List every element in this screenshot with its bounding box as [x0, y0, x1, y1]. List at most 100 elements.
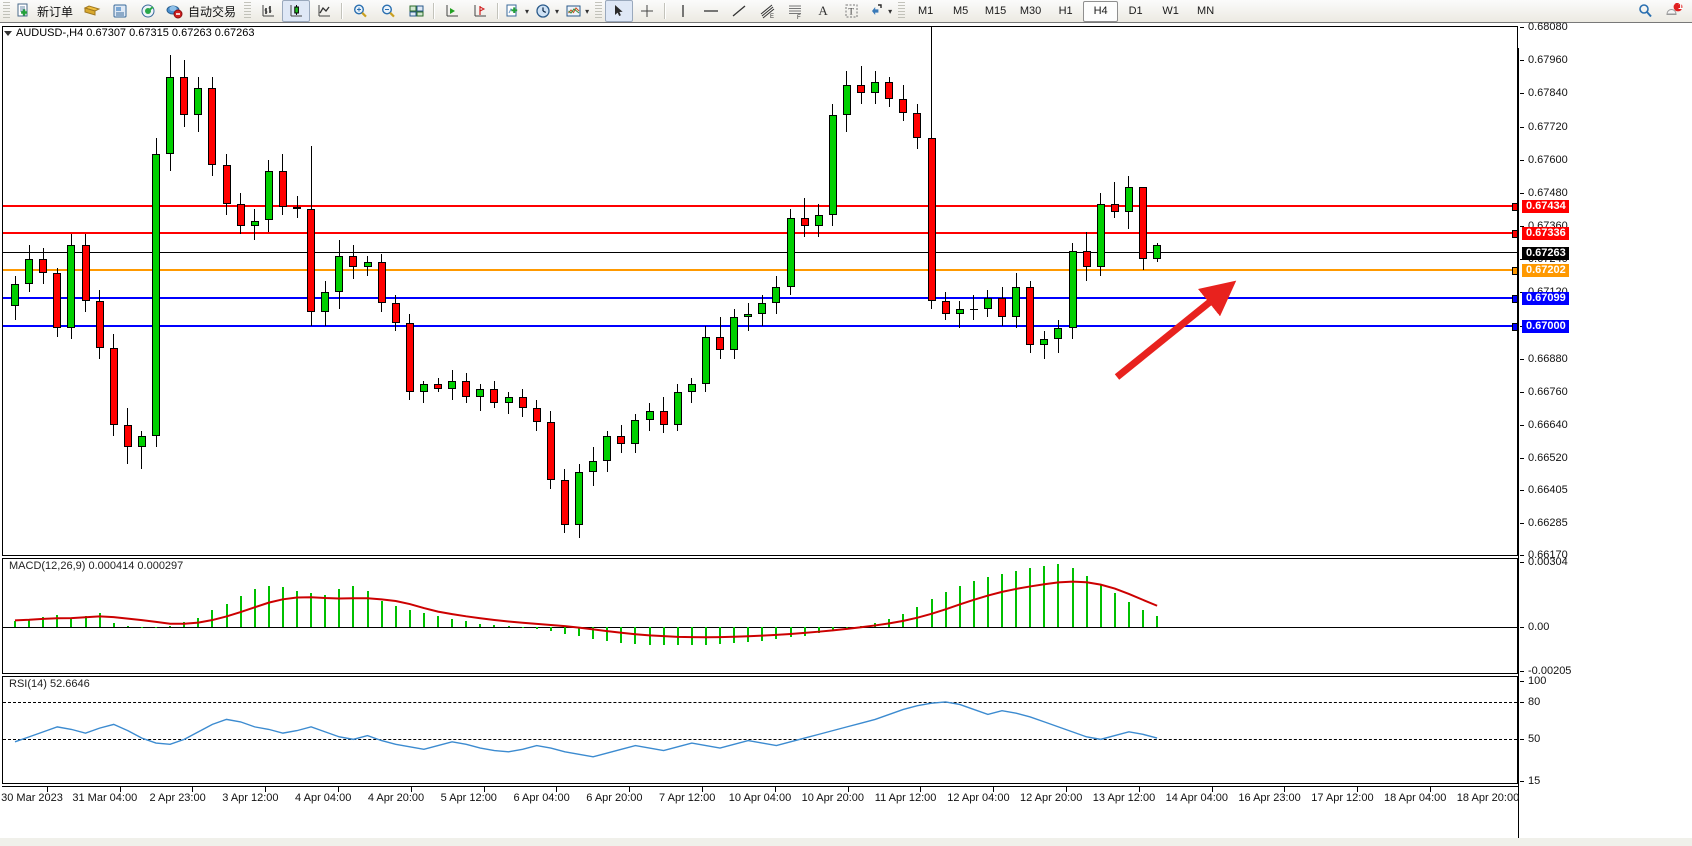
templates-button[interactable]: ▾ — [562, 0, 592, 22]
bar-chart-icon — [262, 5, 274, 17]
trendline-button[interactable] — [725, 0, 753, 22]
chevron-down-icon[interactable] — [4, 30, 12, 36]
period-button[interactable]: ▾ — [532, 0, 562, 22]
timeframe-button-m1[interactable]: M1 — [917, 5, 934, 17]
label-button[interactable]: T — [837, 0, 865, 22]
timeframe-button-d1[interactable]: D1 — [1128, 5, 1143, 17]
candlestick — [842, 27, 851, 555]
candlestick — [434, 27, 442, 555]
new-order-button[interactable]: 新订单 — [13, 0, 78, 22]
tile-windows-button[interactable] — [402, 0, 430, 22]
cursor-button[interactable] — [605, 0, 634, 22]
price-tag-pivot[interactable]: 0.67202 — [1522, 263, 1569, 277]
vline-button[interactable] — [669, 0, 697, 22]
candlestick — [293, 27, 301, 555]
candlestick — [335, 27, 344, 555]
price-level-line-0.67336[interactable] — [3, 229, 1517, 238]
zoom-out-button[interactable] — [374, 0, 402, 22]
price-tick-16: 0.66170 — [1528, 549, 1568, 561]
toolbar-grip-2[interactable] — [244, 2, 252, 20]
price-scale[interactable]: 0.68080 0.67960 0.67840 0.67720 0.67600 0.674… — [1520, 21, 1692, 838]
line-chart-button[interactable] — [310, 0, 338, 22]
candle-body — [448, 380, 457, 390]
price-pane[interactable] — [2, 26, 1518, 556]
toolbar-separator-4 — [664, 3, 667, 19]
equidistant-channel-button[interactable]: E — [753, 0, 781, 22]
candle-body — [152, 154, 160, 437]
macd-histogram-bar — [1029, 568, 1032, 628]
price-tag-current-price[interactable]: 0.67263 — [1522, 246, 1569, 260]
line-handle[interactable] — [1512, 229, 1517, 238]
candle-body — [1068, 250, 1077, 329]
zoom-in-icon — [353, 4, 367, 18]
timeframe-button-w1[interactable]: W1 — [1162, 5, 1179, 17]
candlestick — [264, 27, 273, 555]
candlestick — [1012, 27, 1021, 555]
macd-histogram-bar — [1057, 564, 1060, 628]
toolbar-grip-3[interactable] — [595, 2, 603, 20]
time-label-13: 12 Apr 04:00 — [947, 792, 1010, 804]
macd-histogram-bar — [479, 623, 482, 628]
price-level-line-0.67263[interactable] — [3, 251, 1517, 253]
price-tag-resistance[interactable]: 0.67336 — [1522, 226, 1569, 240]
macd-histogram-bar — [1015, 571, 1018, 628]
line-handle[interactable] — [1512, 295, 1517, 304]
candlestick — [25, 27, 34, 555]
auto-trading-button[interactable]: 自动交易 — [162, 0, 241, 22]
chart-symbol-label[interactable]: AUDUSD-,H4 0.67307 0.67315 0.67263 0.672… — [4, 27, 255, 39]
fibo-button[interactable]: F — [781, 0, 809, 22]
shift-end-button[interactable] — [438, 0, 466, 22]
rsi-pane[interactable]: RSI(14) 52.6646 — [2, 676, 1518, 784]
candle-body — [476, 389, 485, 398]
signal-button[interactable] — [134, 0, 162, 22]
price-level-line-0.67202[interactable] — [3, 266, 1517, 275]
candle-body — [730, 317, 739, 351]
candlestick — [701, 27, 710, 555]
line-handle[interactable] — [1512, 266, 1517, 275]
crosshair-button[interactable] — [633, 0, 661, 22]
hline-button[interactable] — [697, 0, 725, 22]
toolbar-grip[interactable] — [3, 2, 10, 20]
candle-wick — [973, 295, 975, 321]
timeframe-button-m15[interactable]: M15 — [984, 5, 1007, 17]
price-level-line-0.67434[interactable] — [3, 202, 1517, 211]
line-handle[interactable] — [1512, 202, 1517, 211]
time-tickmark — [774, 786, 776, 792]
search-button[interactable] — [1632, 0, 1660, 22]
candle-body — [814, 214, 823, 227]
bar-chart-button[interactable] — [254, 0, 282, 22]
price-level-line-0.67000[interactable] — [3, 322, 1517, 331]
candle-body — [842, 85, 851, 116]
candle-body — [363, 261, 372, 268]
price-level-line-0.67099[interactable] — [3, 295, 1517, 304]
autoscroll-button[interactable] — [466, 0, 494, 22]
candlestick — [321, 27, 330, 555]
macd-histogram-bar — [14, 621, 16, 628]
arrows-button[interactable]: ▾ — [865, 0, 895, 22]
timeframe-button-h1[interactable]: H1 — [1058, 5, 1073, 17]
text-button[interactable]: A — [809, 0, 837, 22]
indicators-button[interactable]: ▾ — [502, 0, 532, 22]
timeframe-button-m30[interactable]: M30 — [1019, 5, 1042, 17]
timeframe-button-h4[interactable]: H4 — [1083, 0, 1119, 22]
macd-pane[interactable]: MACD(12,26,9) 0.000414 0.000297 — [2, 558, 1518, 674]
news-button[interactable] — [106, 0, 134, 22]
candlestick — [208, 27, 217, 555]
price-tag-support[interactable]: 0.67000 — [1522, 319, 1569, 333]
folder-button[interactable] — [78, 0, 106, 22]
price-tag-support[interactable]: 0.67099 — [1522, 292, 1569, 306]
notifications-button[interactable]: 1 — [1660, 0, 1688, 22]
time-axis[interactable]: 30 Mar 2023 31 Mar 04:00 2 Apr 23:00 3 Apr … — [1, 786, 1519, 810]
candle-body — [631, 419, 640, 445]
candle-wick — [747, 303, 749, 332]
timeframe-button-mn[interactable]: MN — [1197, 5, 1215, 17]
candlestick-chart-button[interactable] — [282, 0, 311, 22]
price-tag-resistance[interactable]: 0.67434 — [1522, 199, 1569, 213]
chart-area[interactable]: AUDUSD-,H4 0.67307 0.67315 0.67263 0.672… — [0, 21, 1692, 846]
toolbar-grip-4[interactable] — [898, 2, 906, 20]
macd-histogram-bar — [70, 617, 73, 628]
timeframe-button-m5[interactable]: M5 — [952, 5, 969, 17]
tile-windows-icon — [409, 5, 424, 17]
zoom-in-button[interactable] — [346, 0, 374, 22]
line-handle[interactable] — [1512, 322, 1517, 331]
